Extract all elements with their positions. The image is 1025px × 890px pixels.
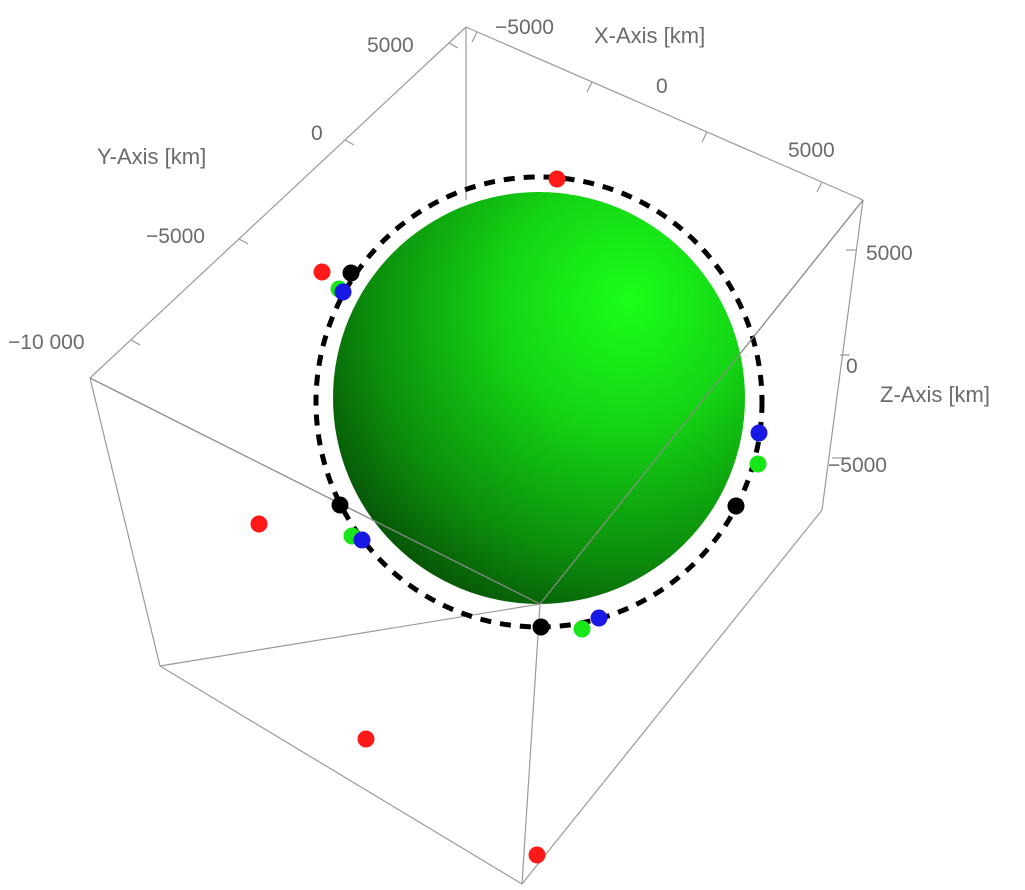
tick-labels: −5000 0 5000 5000 0 −5000 −10 000 5000 0…: [8, 16, 913, 477]
y-axis-label: Y-Axis [km]: [97, 144, 206, 169]
x-tick-label: 0: [656, 75, 668, 98]
x-tick-label: 5000: [788, 139, 835, 162]
x-tick-mark: [586, 81, 593, 93]
orbit-path: [313, 174, 765, 630]
box-edge-front: [539, 199, 864, 605]
y-tick-mark: [130, 339, 141, 346]
box-edge: [159, 603, 541, 667]
y-tick-label: 5000: [367, 34, 414, 57]
z-tick-label: −5000: [828, 454, 887, 477]
blue-marker: [353, 531, 371, 549]
box-edge: [159, 665, 523, 885]
black-marker: [331, 496, 349, 514]
z-axis-label: Z-Axis [km]: [880, 382, 990, 407]
box-edge: [89, 26, 467, 379]
z-tick-label: 0: [846, 355, 858, 378]
red-marker: [250, 515, 268, 533]
black-marker: [342, 264, 360, 282]
central-body-sphere: [333, 192, 745, 604]
y-tick-mark: [344, 139, 355, 146]
axis-labels: X-Axis [km] Y-Axis [km] Z-Axis [km]: [97, 23, 990, 407]
black-marker: [727, 497, 745, 515]
box-edge: [465, 26, 864, 201]
red-marker: [548, 170, 566, 188]
black-marker: [532, 618, 550, 636]
x-tick-mark: [816, 181, 823, 193]
box-edge: [89, 377, 161, 667]
box-edge-front: [89, 377, 541, 605]
y-tick-mark: [238, 238, 249, 245]
satellite-markers: [250, 170, 768, 864]
y-tick-label: 0: [311, 122, 323, 145]
x-axis-label: X-Axis [km]: [594, 23, 705, 48]
blue-marker: [334, 283, 352, 301]
red-marker: [313, 263, 331, 281]
red-marker: [528, 846, 546, 864]
y-tick-label: −10 000: [8, 331, 85, 354]
blue-marker: [750, 424, 768, 442]
blue-marker: [590, 609, 608, 627]
front-box-edges: [89, 199, 864, 605]
green-marker: [573, 620, 591, 638]
red-marker: [357, 730, 375, 748]
x-tick-mark: [701, 131, 708, 143]
box-edge: [521, 509, 823, 885]
y-tick-mark: [448, 42, 459, 49]
x-tick-label: −5000: [495, 16, 554, 39]
z-tick-label: 5000: [866, 242, 913, 265]
y-tick-label: −5000: [146, 225, 205, 248]
box-edge: [521, 603, 541, 885]
x-tick-mark: [471, 31, 478, 43]
green-marker: [749, 455, 767, 473]
tick-marks: [130, 31, 856, 459]
